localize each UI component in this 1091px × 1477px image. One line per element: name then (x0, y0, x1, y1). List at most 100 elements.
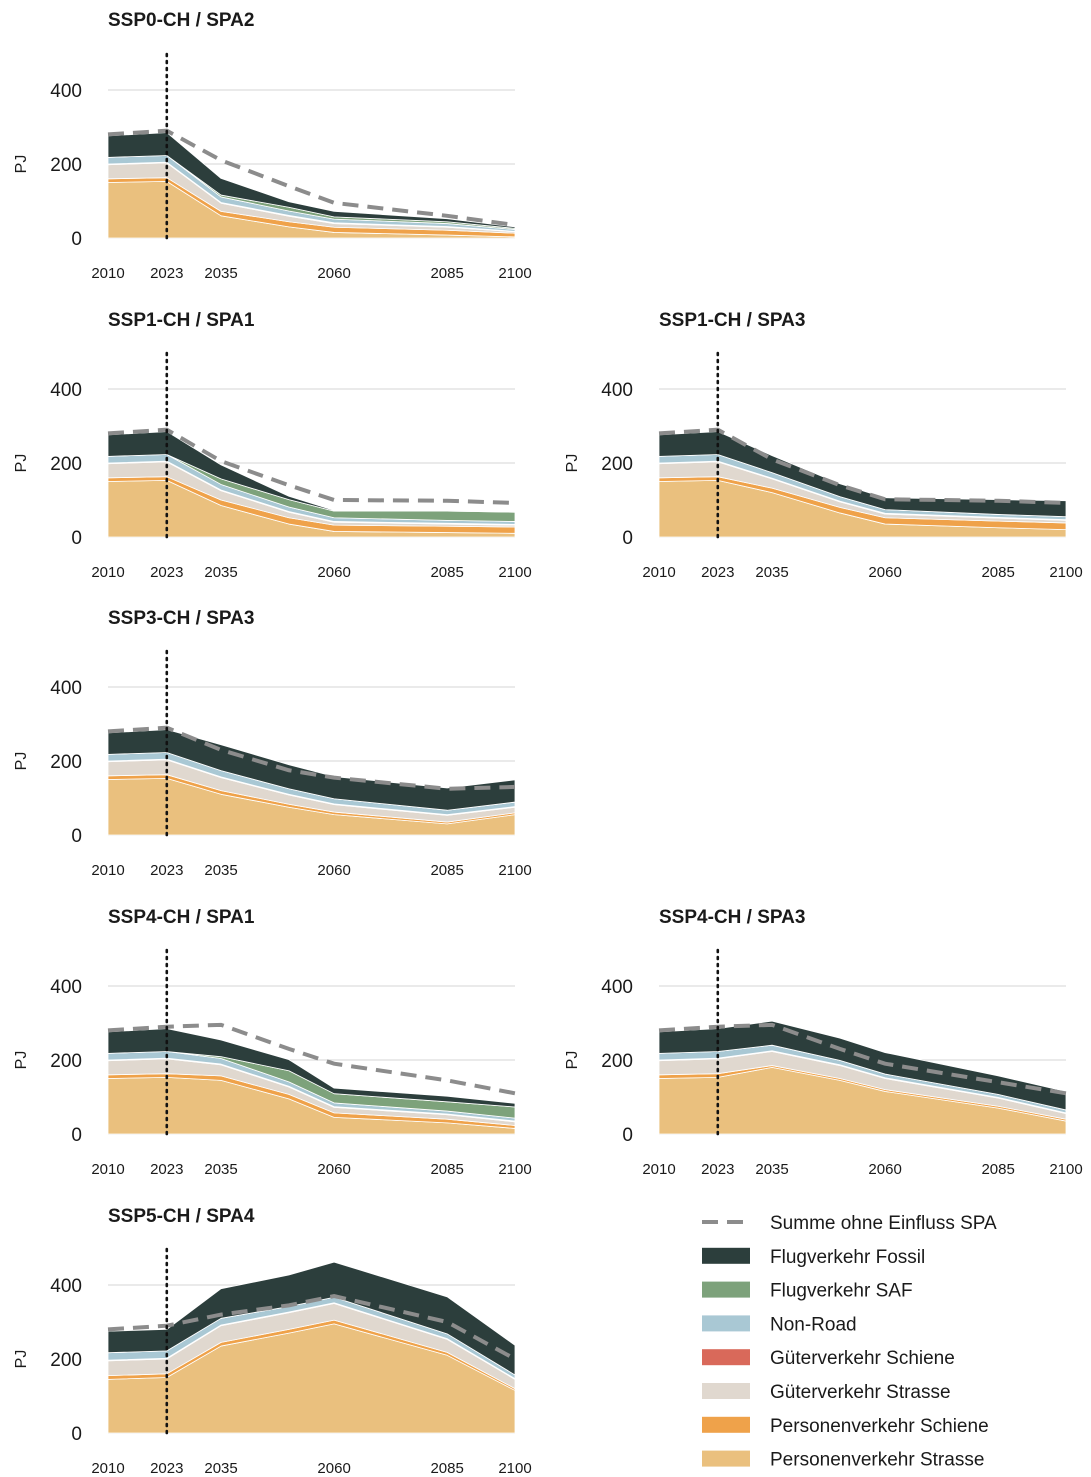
legend-label-nonroad: Non-Road (770, 1314, 857, 1335)
chart-panel-4: SSP3-CH / SPA3 0 200 400 PJ 2010 2023 2035 2060 2… (13, 608, 531, 879)
y-tick-label: 400 (601, 977, 633, 998)
area-fossil (658, 1020, 1067, 1111)
y-tick-label: 0 (622, 528, 633, 549)
y-axis-label: PJ (13, 454, 30, 473)
y-axis-label: PJ (13, 1051, 30, 1070)
area-fossil (107, 132, 516, 229)
chart-panel-6: SSP4-CH / SPA3 0 200 400 PJ 2010 2023 2035 2060 2… (564, 907, 1082, 1178)
y-tick-label: 0 (71, 229, 82, 250)
x-tick-label: 2085 (430, 1161, 463, 1178)
x-tick-label: 2085 (430, 265, 463, 282)
x-tick-label: 2023 (150, 862, 183, 879)
y-tick-label: 400 (50, 81, 82, 102)
y-tick-label: 0 (71, 826, 82, 847)
x-tick-label: 2060 (317, 265, 350, 282)
x-tick-label: 2085 (981, 564, 1014, 581)
y-tick-label: 200 (50, 1051, 82, 1072)
x-tick-label: 2023 (701, 564, 734, 581)
y-axis-label: PJ (13, 1350, 30, 1369)
chart-panel-3: SSP1-CH / SPA3 0 200 400 PJ 2010 2023 2035 2060 2… (564, 310, 1082, 581)
legend-label-fossil: Flugverkehr Fossil (770, 1247, 925, 1268)
legend-label-ps: Personenverkehr Schiene (770, 1416, 989, 1437)
x-tick-label: 2010 (91, 862, 124, 879)
x-tick-label: 2010 (91, 1460, 124, 1477)
x-tick-label: 2010 (642, 1161, 675, 1178)
legend-swatch-ps (702, 1416, 750, 1433)
x-tick-label: 2100 (498, 862, 531, 879)
x-tick-label: 2010 (91, 564, 124, 581)
y-tick-label: 400 (50, 380, 82, 401)
x-tick-label: 2085 (430, 862, 463, 879)
legend: Summe ohne Einfluss SPA Flugverkehr Fossi… (702, 1213, 997, 1471)
x-tick-label: 2023 (150, 265, 183, 282)
x-tick-label: 2060 (868, 1161, 901, 1178)
legend-swatch-nonroad (702, 1315, 750, 1332)
y-tick-label: 200 (601, 1051, 633, 1072)
y-tick-label: 0 (71, 528, 82, 549)
chart-panel-2: SSP1-CH / SPA1 0 200 400 PJ 2010 2023 2035 2060 2… (13, 310, 531, 581)
y-tick-label: 0 (71, 1125, 82, 1146)
x-tick-label: 2060 (868, 564, 901, 581)
chart-panel-1: SSP0-CH / SPA2 0 200 400 PJ 2010 2023 2035 2060 2… (13, 10, 531, 282)
x-tick-label: 2060 (317, 862, 350, 879)
x-tick-label: 2023 (150, 1161, 183, 1178)
area-fossil (107, 431, 516, 513)
legend-swatch-gs (702, 1349, 750, 1366)
y-tick-label: 0 (622, 1125, 633, 1146)
y-tick-label: 400 (601, 380, 633, 401)
x-tick-label: 2023 (150, 564, 183, 581)
x-tick-label: 2100 (498, 1460, 531, 1477)
x-tick-label: 2100 (1049, 1161, 1082, 1178)
legend-label-pstr: Personenverkehr Strasse (770, 1450, 984, 1471)
x-tick-label: 2035 (204, 1460, 237, 1477)
x-tick-label: 2085 (430, 564, 463, 581)
legend-label-gs: Güterverkehr Schiene (770, 1348, 955, 1369)
y-tick-label: 0 (71, 1424, 82, 1445)
x-tick-label: 2035 (204, 1161, 237, 1178)
area-fossil (107, 1028, 516, 1108)
x-tick-label: 2100 (498, 564, 531, 581)
y-tick-label: 200 (50, 155, 82, 176)
x-tick-label: 2060 (317, 1460, 350, 1477)
x-tick-label: 2060 (317, 564, 350, 581)
x-tick-label: 2100 (498, 265, 531, 282)
legend-label-gstr: Güterverkehr Strasse (770, 1382, 951, 1403)
legend-swatch-pstr (702, 1450, 750, 1467)
x-tick-label: 2023 (150, 1460, 183, 1477)
panel-title: SSP4-CH / SPA1 (108, 907, 255, 928)
x-tick-label: 2035 (204, 862, 237, 879)
x-tick-label: 2035 (755, 1161, 788, 1178)
y-tick-label: 200 (50, 454, 82, 475)
y-tick-label: 200 (50, 1350, 82, 1371)
x-tick-label: 2023 (701, 1161, 734, 1178)
y-tick-label: 200 (50, 752, 82, 773)
x-tick-label: 2010 (642, 564, 675, 581)
y-axis-label: PJ (13, 155, 30, 174)
y-tick-label: 400 (50, 1276, 82, 1297)
panel-title: SSP3-CH / SPA3 (108, 608, 254, 629)
legend-label-baseline: Summe ohne Einfluss SPA (770, 1213, 997, 1234)
panel-title: SSP1-CH / SPA3 (659, 310, 805, 331)
chart-panel-7: SSP5-CH / SPA4 0 200 400 PJ 2010 2023 2035 2060 2… (13, 1206, 531, 1477)
legend-swatch-saf (702, 1281, 750, 1298)
y-axis-label: PJ (13, 752, 30, 771)
y-axis-label: PJ (564, 1051, 581, 1070)
y-axis-label: PJ (564, 454, 581, 473)
panel-title: SSP1-CH / SPA1 (108, 310, 255, 331)
area-fossil (107, 729, 516, 811)
panel-title: SSP4-CH / SPA3 (659, 907, 805, 928)
x-tick-label: 2010 (91, 1161, 124, 1178)
legend-swatch-fossil (702, 1247, 750, 1264)
legend-swatch-gstr (702, 1383, 750, 1399)
x-tick-label: 2035 (204, 564, 237, 581)
chart-panel-5: SSP4-CH / SPA1 0 200 400 PJ 2010 2023 2035 2060 2… (13, 907, 531, 1178)
y-tick-label: 400 (50, 678, 82, 699)
x-tick-label: 2100 (1049, 564, 1082, 581)
x-tick-label: 2085 (981, 1161, 1014, 1178)
x-tick-label: 2085 (430, 1460, 463, 1477)
panel-title: SSP5-CH / SPA4 (108, 1206, 255, 1227)
y-tick-label: 400 (50, 977, 82, 998)
y-tick-label: 200 (601, 454, 633, 475)
panel-title: SSP0-CH / SPA2 (108, 10, 254, 31)
